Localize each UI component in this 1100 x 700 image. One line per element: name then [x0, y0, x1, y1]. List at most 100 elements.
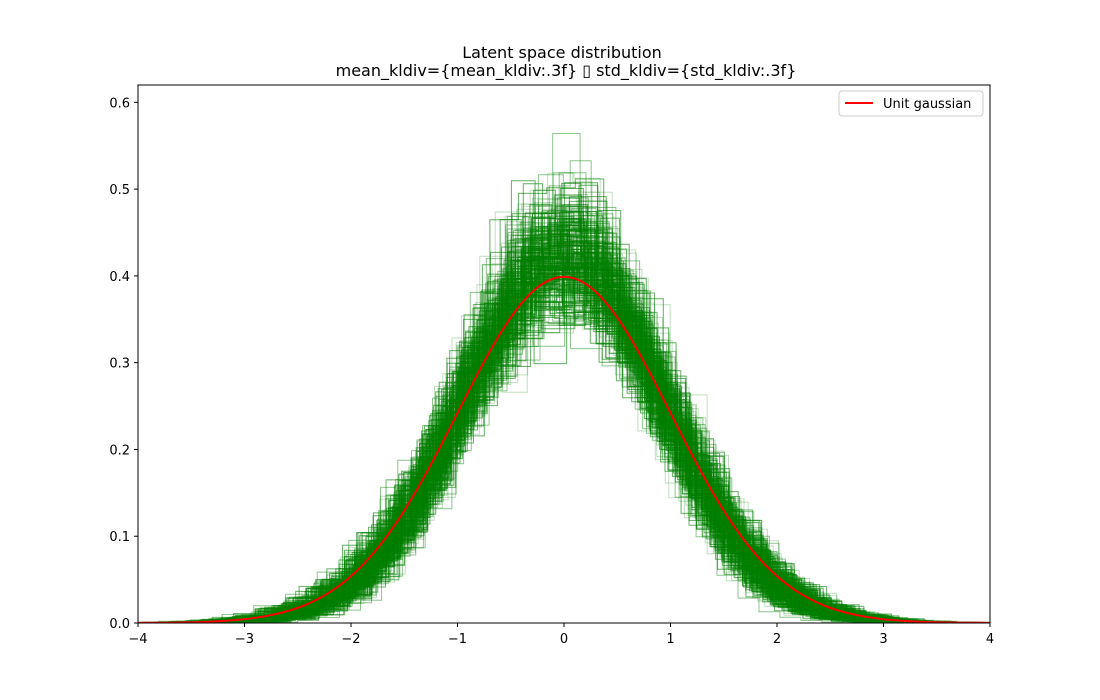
- histogram-step-line: [153, 236, 968, 623]
- histogram-step-line: [140, 205, 987, 623]
- histogram-step-line: [155, 211, 970, 623]
- histogram-step-line: [177, 205, 957, 623]
- histogram-step-line: [155, 200, 983, 623]
- histogram-step-line: [149, 242, 972, 623]
- histogram-step-line: [166, 189, 945, 623]
- x-tick-label: 3: [879, 632, 887, 647]
- histogram-step-line: [164, 196, 975, 623]
- histogram-step-line: [138, 285, 990, 623]
- histogram-step-line: [144, 256, 990, 623]
- histogram-step-line: [161, 229, 956, 623]
- histogram-step-line: [160, 246, 981, 623]
- histogram-step-line: [138, 302, 990, 623]
- histogram-step-line: [175, 198, 947, 623]
- histogram-step-line: [190, 210, 938, 623]
- histogram-step-line: [138, 282, 990, 623]
- legend-box: [838, 90, 984, 117]
- histogram-step-line: [138, 278, 990, 623]
- histogram-step-line: [146, 233, 990, 623]
- histogram-step-line: [146, 241, 980, 623]
- histogram-step-line: [138, 204, 989, 623]
- histogram-step-line: [139, 249, 990, 623]
- histogram-step-line: [140, 216, 987, 623]
- histogram-step-line: [204, 178, 918, 623]
- histogram-step-line: [148, 205, 983, 623]
- histogram-step-line: [150, 234, 988, 623]
- histogram-step-line: [170, 255, 945, 623]
- histogram-step-line: [140, 205, 987, 623]
- histogram-step-line: [148, 252, 969, 623]
- histogram-step-line: [138, 263, 990, 623]
- histogram-step-line: [158, 218, 973, 623]
- histogram-step-line: [158, 240, 959, 623]
- histogram-step-line: [155, 211, 970, 623]
- histogram-step-line: [181, 236, 962, 623]
- histogram-step-line: [154, 215, 967, 623]
- histogram-step-line: [143, 225, 990, 623]
- histogram-step-line: [171, 223, 946, 623]
- histogram-step-line: [158, 213, 953, 623]
- histogram-step-line: [138, 261, 990, 623]
- histogram-step-line: [140, 235, 975, 623]
- histogram-step-line: [164, 223, 962, 623]
- histogram-step-line: [138, 295, 990, 623]
- histogram-step-line: [162, 245, 972, 623]
- histogram-step-line: [158, 240, 959, 623]
- histogram-step-line: [138, 243, 990, 623]
- histogram-step-line: [146, 246, 990, 623]
- histogram-step-line: [138, 304, 990, 623]
- histogram-step-line: [138, 280, 990, 623]
- histogram-step-line: [138, 263, 990, 623]
- histogram-step-line: [140, 216, 987, 623]
- histogram-step-line: [138, 239, 990, 623]
- histogram-step-line: [172, 217, 939, 623]
- histogram-step-line: [138, 283, 990, 623]
- histogram-step-line: [138, 301, 990, 623]
- histogram-step-line: [157, 210, 971, 623]
- histogram-step-line: [138, 253, 980, 623]
- histogram-step-line: [144, 256, 990, 623]
- histogram-step-line: [163, 229, 941, 623]
- histogram-step-line: [156, 204, 969, 623]
- histogram-step-line: [148, 268, 964, 623]
- histogram-step-line: [138, 248, 990, 623]
- histogram-step-line: [138, 310, 990, 623]
- histogram-step-line: [138, 275, 990, 623]
- histogram-step-line: [138, 292, 990, 623]
- histogram-step-line: [160, 212, 958, 623]
- histogram-step-line: [148, 252, 969, 623]
- histogram-step-line: [234, 160, 886, 623]
- histogram-step-line: [161, 224, 974, 623]
- histogram-step-line: [167, 221, 958, 623]
- histogram-step-line: [195, 182, 928, 623]
- histogram-step-line: [138, 323, 990, 623]
- histogram-step-line: [153, 236, 968, 623]
- histogram-step-line: [138, 255, 990, 623]
- histogram-step-line: [154, 234, 981, 623]
- histogram-step-line: [138, 248, 990, 623]
- histogram-step-line: [180, 225, 964, 623]
- histogram-step-line: [145, 204, 981, 623]
- histogram-step-line: [146, 266, 987, 623]
- histogram-step-line: [148, 224, 990, 623]
- histogram-step-line: [166, 189, 945, 623]
- y-axis: 0.0 0.1 0.2 0.3 0.4 0.5 0.6: [109, 96, 138, 632]
- histogram-step-line: [156, 204, 969, 623]
- histogram-step-line: [160, 260, 971, 623]
- histogram-step-line: [169, 182, 960, 623]
- histogram-step-line: [150, 245, 988, 623]
- histogram-step-line: [173, 228, 949, 623]
- histogram-step-line: [143, 225, 990, 623]
- histogram-step-line: [138, 237, 982, 623]
- histogram-step-line: [200, 184, 939, 623]
- histogram-step-line: [145, 210, 988, 623]
- histogram-step-line: [138, 283, 990, 623]
- histogram-step-line: [138, 253, 980, 623]
- histogram-step-line: [138, 253, 980, 623]
- histogram-step-line: [138, 259, 990, 623]
- histogram-step-line: [138, 242, 990, 623]
- histogram-step-line: [153, 230, 969, 623]
- histogram-step-line: [173, 228, 949, 623]
- histogram-step-line: [166, 243, 964, 623]
- histogram-step-line: [138, 267, 990, 623]
